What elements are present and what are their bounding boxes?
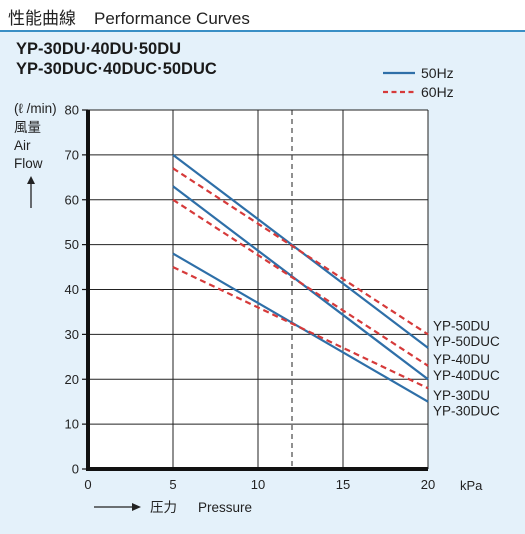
y-tick-label: 70 [65,147,79,162]
legend-label-60Hz: 60Hz [421,84,454,100]
heading-title-jp: 性能曲線 [8,9,76,29]
curves [172,153,429,403]
y-axis-label-air: Air [14,138,31,153]
x-axis-label-jp: 圧力 [150,500,177,516]
axes: 0 10 20 30 40 50 60 70 80 0 5 10 15 20 kPa [65,103,484,494]
model-title-duc: YP-30DUC·40DUC·50DUC [16,60,217,78]
chart-labels: (ℓ /min) 風量 Air Flow 圧力 Pressure 50Hz 60Hz YP-50… [14,65,500,516]
y-tick-label: 0 [72,462,79,477]
y-axis-label-flow: Flow [14,156,43,171]
curve-label: YP-50DU [433,318,490,333]
curve-60Hz-5 [172,266,429,390]
y-tick-label: 20 [65,372,79,387]
curve-label: YP-50DUC [433,334,500,349]
y-axis-label-jp: 風量 [14,120,41,136]
heading-title-en: Performance Curves [94,9,250,28]
x-tick-label: 0 [84,477,91,492]
y-tick-label: 10 [65,417,79,432]
legend-label-50Hz: 50Hz [421,65,454,81]
curve-label: YP-40DU [433,352,490,367]
curve-60Hz-1 [172,167,429,336]
x-tick-label: 20 [421,477,435,492]
y-tick-label: 50 [65,237,79,252]
y-axis-unit: (ℓ /min) [14,101,57,116]
x-tick-label: 15 [336,477,350,492]
grid [88,109,429,469]
x-axis-arrow-head [132,503,141,511]
page-heading: 性能曲線 Performance Curves [8,4,250,30]
x-unit-label: kPa [460,478,483,493]
performance-chart: 0 10 20 30 40 50 60 70 80 0 5 10 15 20 kPa (ℓ /min) 風量 A… [14,65,500,516]
chart-panel: YP-30DU·40DU·50DU YP-30DUC·40DUC·50DUC 0… [0,30,525,534]
x-axis-label-en: Pressure [198,500,252,515]
curve-label: YP-40DUC [433,368,500,383]
x-tick-label: 10 [251,477,265,492]
curve-label: YP-30DU [433,388,490,403]
y-tick-label: 30 [65,327,79,342]
y-tick-label: 60 [65,192,79,207]
y-tick-label: 80 [65,103,79,118]
x-tick-label: 5 [169,477,176,492]
curve-60Hz-3 [172,198,429,367]
y-tick-label: 40 [65,282,79,297]
model-title-du: YP-30DU·40DU·50DU [16,40,182,58]
y-axis-arrow-head [27,176,35,184]
curve-label: YP-30DUC [433,404,500,419]
